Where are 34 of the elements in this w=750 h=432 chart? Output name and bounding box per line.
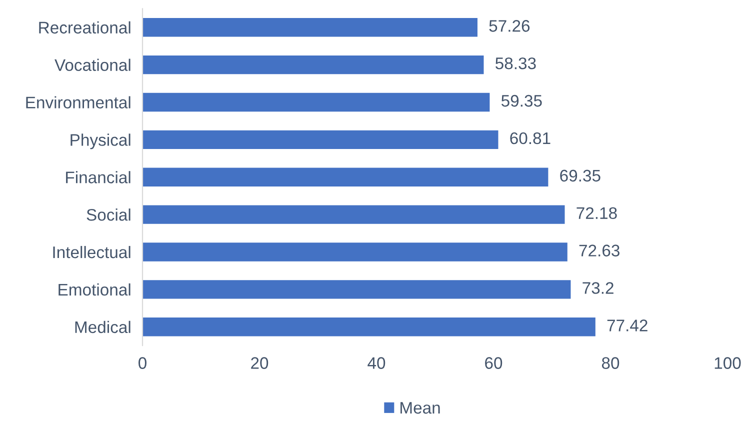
y-tick-label: Financial <box>66 171 130 184</box>
x-tick-label: 20 <box>251 357 268 369</box>
x-tick-label: 60 <box>485 357 502 369</box>
data-label: 60.81 <box>510 132 550 144</box>
data-label: 73.2 <box>582 282 614 294</box>
bar <box>142 205 565 224</box>
data-label: 77.42 <box>607 320 648 332</box>
data-label: 69.35 <box>560 170 600 182</box>
bar <box>142 168 548 186</box>
x-tick-label: 40 <box>368 357 386 369</box>
data-label: 58.33 <box>496 57 536 70</box>
y-tick-label: Environmental <box>26 96 130 108</box>
data-label: 72.18 <box>576 207 617 220</box>
y-tick-label: Social <box>86 208 130 221</box>
bar <box>142 318 596 336</box>
x-tick-label: 80 <box>602 357 620 369</box>
bar <box>142 18 478 37</box>
y-tick-label: Medical <box>75 320 130 334</box>
bar <box>142 280 571 299</box>
bar <box>142 242 568 262</box>
bar <box>142 130 498 150</box>
data-label: 57.26 <box>489 20 530 32</box>
bar <box>142 55 484 74</box>
bar <box>142 92 490 112</box>
y-tick-label: Recreational <box>39 21 130 34</box>
y-tick-label: Physical <box>70 134 130 150</box>
y-tick-label: Emotional <box>58 283 130 296</box>
x-tick-label: 0 <box>138 357 146 369</box>
data-label: 72.63 <box>579 244 620 256</box>
data-label: 59.35 <box>501 94 542 107</box>
y-tick-label: Vocational <box>54 58 130 72</box>
legend-label: Mean <box>400 402 440 414</box>
y-tick-label: Intellectual <box>53 246 130 258</box>
x-tick-label: 100 <box>714 357 741 369</box>
